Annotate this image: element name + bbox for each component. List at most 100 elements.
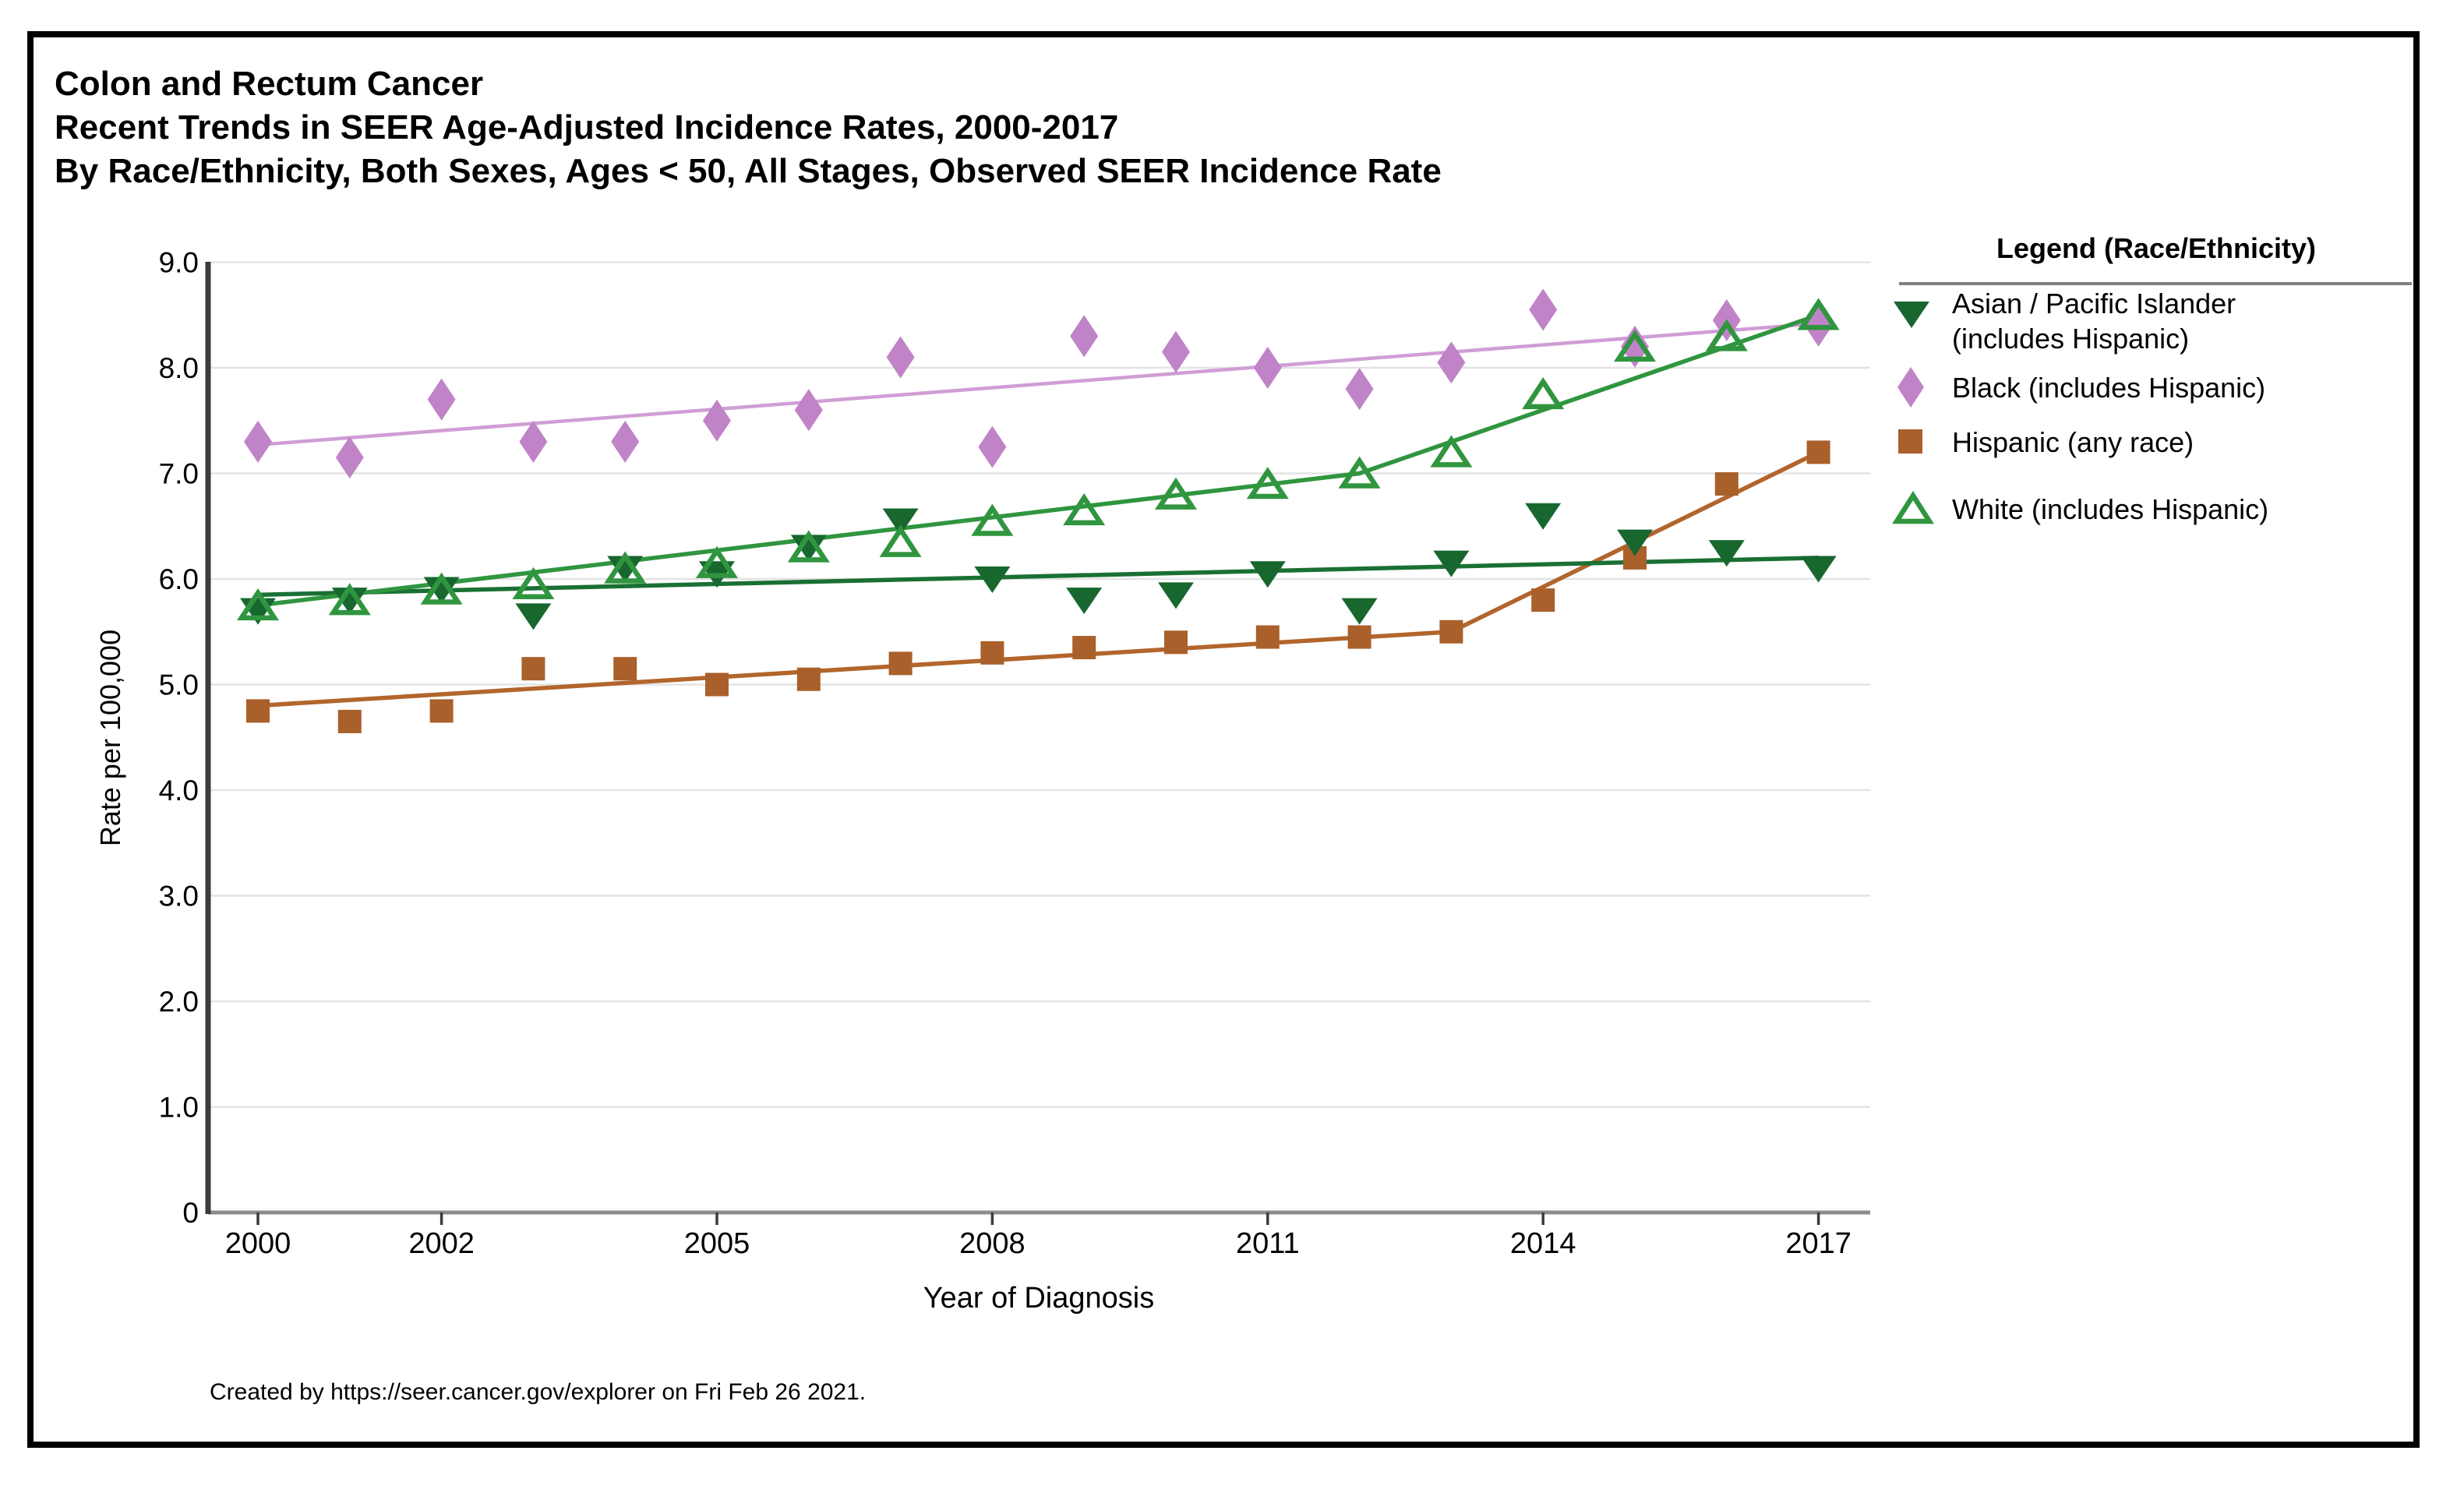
data-point-2004 [613, 657, 637, 681]
data-point-2006 [790, 535, 827, 562]
data-point-2009 [1070, 315, 1099, 358]
data-point-2011 [1249, 561, 1286, 588]
y-axis-title: Rate per 100,000 [94, 629, 126, 847]
data-point-2014 [1529, 288, 1558, 331]
data-point-2004 [611, 420, 640, 463]
data-point-2008 [974, 566, 1011, 593]
data-point-2005 [695, 545, 739, 578]
x-tick-label-2014: 2014 [1510, 1227, 1576, 1260]
data-point-2003 [512, 566, 555, 600]
data-point-2013 [1439, 619, 1463, 644]
y-tick-label-8.0: 8.0 [159, 352, 199, 384]
diamond-filled-glyph [1897, 367, 1924, 408]
data-point-2002 [423, 577, 460, 604]
legend-title: Legend (Race/Ethnicity) [1996, 232, 2317, 264]
y-tick-label-1.0: 1.0 [159, 1092, 199, 1124]
data-point-2001 [331, 588, 368, 615]
data-point-2016 [1705, 319, 1748, 351]
data-point-2015 [1613, 329, 1657, 362]
data-point-2016 [1708, 540, 1745, 567]
data-point-2009 [1063, 493, 1106, 526]
y-tick-label-4.0: 4.0 [159, 775, 199, 807]
data-point-2006 [796, 667, 821, 691]
image-border [27, 31, 2420, 1448]
data-point-2003 [519, 420, 548, 463]
data-point-2004 [607, 556, 644, 583]
data-point-2006 [787, 530, 830, 563]
triangle-down-icon [1894, 302, 1929, 328]
data-point-2013 [1437, 341, 1466, 384]
data-point-2003 [515, 603, 552, 630]
chart-title-line3: By Race/Ethnicity, Both Sexes, Ages < 50… [55, 152, 1442, 190]
data-point-2001 [337, 709, 362, 733]
x-tick-label-2002: 2002 [408, 1227, 475, 1260]
data-point-2001 [328, 583, 371, 616]
data-point-2007 [879, 524, 922, 557]
data-point-2007 [882, 508, 919, 535]
data-point-2012 [1338, 456, 1381, 489]
credit-text: Created by https://seer.cancer.gov/explo… [210, 1379, 867, 1405]
data-point-2008 [980, 641, 1004, 665]
data-point-2005 [705, 672, 729, 697]
data-point-2010 [1154, 477, 1198, 510]
chart-title-line2: Recent Trends in SEER Age-Adjusted Incid… [55, 108, 1119, 146]
legend-label-line2: (includes Hispanic) [1952, 323, 2190, 355]
data-point-2000 [244, 420, 272, 463]
y-tick-label-7.0: 7.0 [159, 458, 199, 490]
diamond-icon [1897, 367, 1924, 408]
data-point-2014 [1522, 376, 1565, 410]
data-point-2000 [246, 699, 270, 723]
legend-divider [1899, 282, 2412, 285]
data-point-2003 [521, 657, 545, 681]
y-tick-label-9.0: 9.0 [159, 247, 199, 279]
trend-line-1 [256, 321, 1820, 447]
data-point-2017 [1806, 440, 1830, 464]
x-tick-label-2005: 2005 [684, 1227, 750, 1260]
data-point-2010 [1158, 582, 1194, 609]
data-point-2010 [1162, 330, 1190, 373]
square-icon [1898, 429, 1922, 454]
data-point-2008 [971, 503, 1014, 536]
y-tick-label-6.0: 6.0 [159, 563, 199, 595]
data-point-2017 [1800, 556, 1837, 583]
data-point-2014 [1531, 588, 1555, 612]
data-point-2010 [1164, 630, 1188, 655]
data-point-2013 [1430, 435, 1473, 468]
trend-line-0 [256, 556, 1821, 598]
data-point-2012 [1345, 368, 1374, 411]
triangle-down-filled-glyph [1894, 302, 1929, 328]
legend-label: White (includes Hispanic) [1952, 493, 2269, 525]
triangle-up-open-icon [1892, 490, 1934, 524]
y-tick-label-3.0: 3.0 [159, 881, 199, 912]
square-filled-glyph [1898, 429, 1922, 454]
data-point-2004 [604, 551, 647, 584]
x-tick-label-2008: 2008 [959, 1227, 1025, 1260]
data-point-2016 [1714, 472, 1739, 496]
data-point-2007 [886, 336, 915, 379]
data-point-2005 [703, 399, 731, 442]
data-point-2002 [427, 378, 456, 421]
y-tick-label-2.0: 2.0 [159, 986, 199, 1018]
data-point-2012 [1347, 625, 1371, 649]
x-axis-title: Year of Diagnosis [923, 1282, 1155, 1315]
data-point-2011 [1246, 467, 1289, 499]
data-point-2011 [1253, 347, 1282, 389]
legend-label-line1: Asian / Pacific Islander [1952, 288, 2236, 319]
data-point-2011 [1255, 625, 1280, 649]
legend-label: Hispanic (any race) [1952, 426, 2194, 458]
data-point-2001 [335, 436, 364, 479]
data-point-2007 [888, 651, 913, 676]
data-point-2009 [1072, 636, 1096, 660]
data-point-2000 [236, 588, 280, 621]
data-point-2014 [1525, 503, 1562, 530]
data-point-2002 [420, 572, 463, 605]
y-tick-label-0: 0 [182, 1197, 199, 1229]
data-point-2008 [978, 425, 1007, 468]
data-point-2017 [1797, 298, 1840, 330]
triangle-up-open-glyph [1892, 490, 1934, 524]
x-tick-label-2011: 2011 [1236, 1227, 1300, 1260]
data-point-2006 [794, 389, 823, 432]
chart-title-line1: Colon and Rectum Cancer [55, 65, 484, 103]
